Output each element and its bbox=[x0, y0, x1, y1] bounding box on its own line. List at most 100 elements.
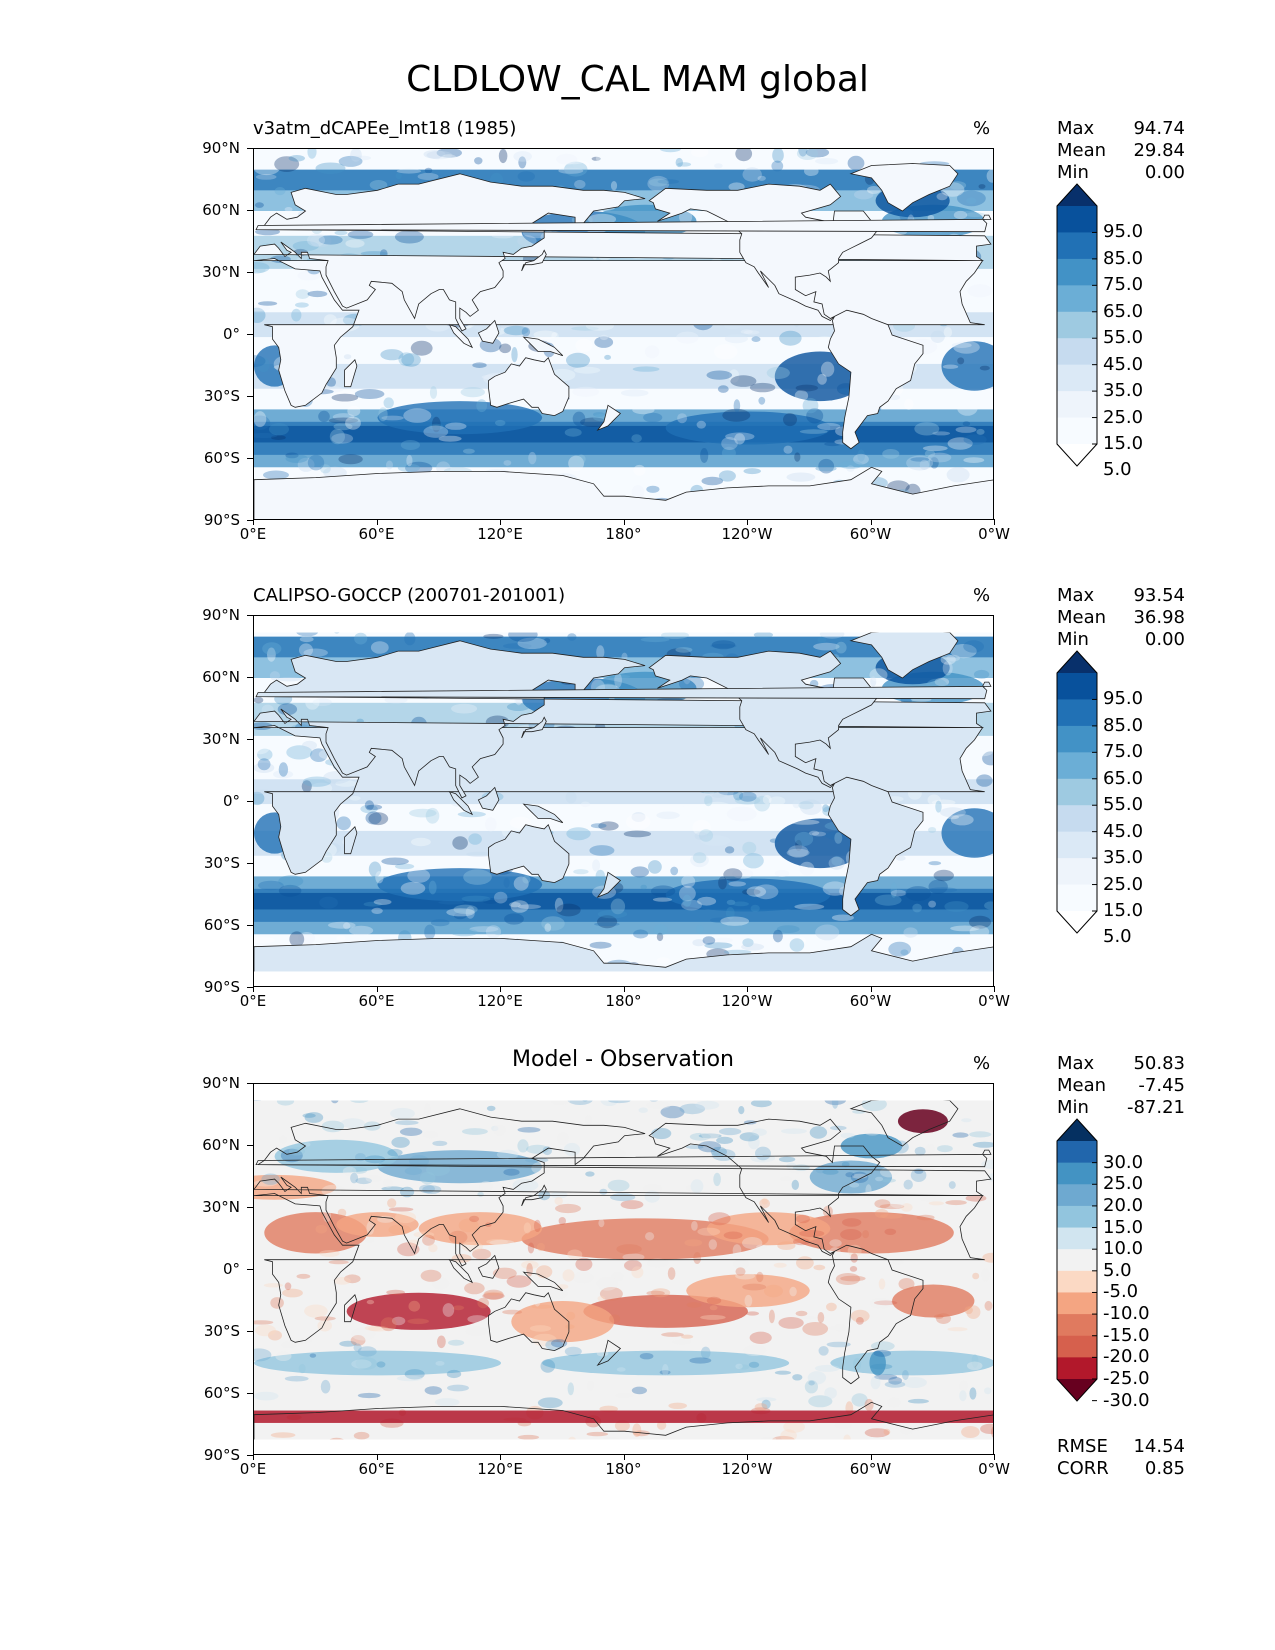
panel-observation: CALIPSO-GOCCP (200701-201001) % Max 93.54… bbox=[0, 585, 1275, 1055]
field-speckle bbox=[756, 1397, 777, 1402]
x-tick-label: 60°W bbox=[849, 525, 892, 543]
field-speckle bbox=[916, 1214, 935, 1221]
field-speckle bbox=[838, 461, 863, 469]
field-speckle bbox=[479, 1181, 493, 1193]
diff-blob bbox=[892, 1284, 975, 1318]
field-speckle bbox=[750, 1099, 772, 1108]
stat-mean-value: -7.45 bbox=[1138, 1075, 1185, 1096]
field-speckle bbox=[506, 1275, 532, 1288]
field-speckle bbox=[945, 1200, 967, 1206]
field-speckle bbox=[730, 375, 757, 387]
y-tick-label: 90°S bbox=[203, 511, 240, 529]
field-speckle bbox=[870, 1363, 893, 1370]
field-speckle bbox=[698, 1133, 722, 1139]
field-speckle bbox=[745, 1311, 759, 1316]
colorbar-segment bbox=[1057, 1314, 1097, 1337]
field-speckle bbox=[919, 1196, 945, 1202]
field-speckle bbox=[948, 1181, 956, 1189]
field-speckle bbox=[904, 398, 914, 410]
field-speckle bbox=[254, 266, 266, 273]
field-speckle bbox=[728, 369, 740, 383]
field-speckle bbox=[255, 1324, 276, 1337]
field-speckle bbox=[254, 432, 278, 439]
field-speckle bbox=[485, 817, 497, 832]
y-tick-mark bbox=[247, 148, 253, 150]
x-tick-label: 120°W bbox=[721, 525, 773, 543]
field-speckle bbox=[874, 1208, 889, 1219]
field-speckle bbox=[498, 149, 508, 164]
field-speckle bbox=[685, 1184, 699, 1192]
field-speckle bbox=[717, 385, 729, 393]
colorbar-segment bbox=[1057, 258, 1097, 286]
y-tick-label: 30°N bbox=[202, 1198, 240, 1216]
field-speckle bbox=[472, 1248, 492, 1260]
field-speckle bbox=[815, 924, 840, 941]
field-speckle bbox=[517, 1127, 541, 1133]
y-tick-label: 90°S bbox=[203, 1446, 240, 1464]
field-speckle bbox=[442, 1303, 455, 1317]
field-speckle bbox=[284, 1375, 309, 1382]
coast-samerica bbox=[827, 309, 924, 450]
field-speckle bbox=[399, 1127, 423, 1136]
field-speckle bbox=[395, 1120, 419, 1126]
x-tick-mark bbox=[500, 1454, 502, 1460]
field-speckle bbox=[657, 179, 679, 184]
field-speckle bbox=[706, 1296, 722, 1305]
field-speckle bbox=[748, 1361, 760, 1368]
field-speckle bbox=[472, 362, 487, 368]
field-speckle bbox=[677, 413, 688, 424]
field-speckle bbox=[981, 1268, 991, 1282]
colorbar-extend-max bbox=[1057, 651, 1097, 673]
field-speckle bbox=[852, 1109, 866, 1114]
field-speckle bbox=[684, 1239, 703, 1247]
field-speckle bbox=[491, 1125, 499, 1131]
diff-blob bbox=[840, 1133, 903, 1159]
field-speckle bbox=[946, 467, 970, 483]
coast-newguinea bbox=[522, 336, 564, 357]
field-speckle bbox=[932, 431, 951, 436]
field-speckle bbox=[723, 1231, 743, 1240]
field-speckle bbox=[824, 442, 841, 447]
field-speckle bbox=[828, 1325, 841, 1331]
field-speckle bbox=[365, 1174, 382, 1183]
field-speckle bbox=[914, 1146, 926, 1156]
field-speckle bbox=[422, 1234, 435, 1246]
field-speckle bbox=[616, 1244, 642, 1255]
field-speckle bbox=[299, 636, 314, 643]
colorbar-segment bbox=[1057, 311, 1097, 339]
field-speckle bbox=[376, 1361, 386, 1368]
field-speckle bbox=[398, 352, 415, 367]
field-speckle bbox=[310, 782, 333, 795]
field-speckle bbox=[521, 1260, 539, 1270]
field-speckle bbox=[448, 1339, 465, 1346]
field-speckle bbox=[424, 924, 436, 940]
colorbar-svg bbox=[1056, 1118, 1098, 1402]
colorbar-segment bbox=[1057, 752, 1097, 780]
field-speckle bbox=[869, 668, 888, 682]
x-tick-mark bbox=[376, 986, 378, 992]
field-speckle bbox=[254, 202, 264, 208]
field-speckle bbox=[429, 386, 438, 399]
coast-uk bbox=[255, 681, 992, 700]
colorbar-label: 15.0 bbox=[1103, 433, 1144, 454]
field-speckle bbox=[792, 799, 801, 809]
colorbar-label: 45.0 bbox=[1103, 820, 1144, 842]
field-speckle bbox=[336, 935, 346, 942]
field-speckle bbox=[277, 677, 302, 682]
field-speckle bbox=[633, 1132, 650, 1139]
field-speckle bbox=[756, 1244, 768, 1249]
field-speckle bbox=[841, 1161, 850, 1168]
field-speckle bbox=[267, 647, 276, 662]
field-speckle bbox=[337, 1208, 347, 1217]
field-speckle bbox=[277, 703, 298, 716]
field-speckle bbox=[734, 433, 745, 445]
y-tick-label: 60°S bbox=[203, 1384, 240, 1402]
field-speckle bbox=[564, 161, 588, 177]
x-tick-mark bbox=[747, 986, 749, 992]
stat-max-label: Max bbox=[1057, 118, 1095, 139]
field-speckle bbox=[749, 382, 776, 393]
field-speckle bbox=[299, 643, 313, 657]
field-speckle bbox=[934, 677, 950, 687]
field-speckle bbox=[332, 413, 355, 421]
field-speckle bbox=[576, 454, 586, 465]
